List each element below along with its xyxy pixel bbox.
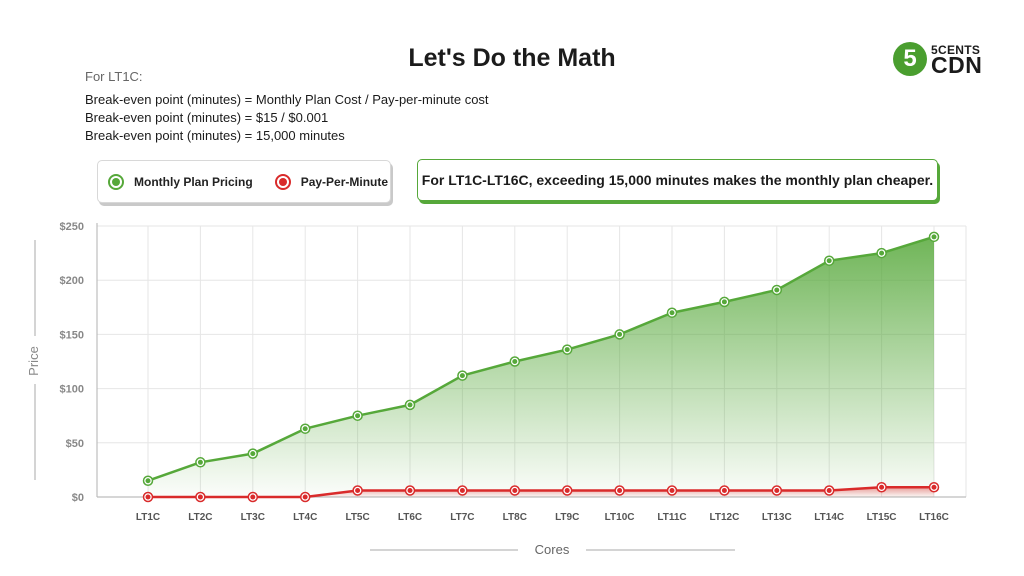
- calculation-line-3: Break-even point (minutes) = 15,000 minu…: [85, 128, 345, 143]
- data-point-ppm: [617, 487, 623, 493]
- x-tick-label: LT13C: [762, 512, 792, 523]
- data-point-ppm: [879, 484, 885, 490]
- calculation-block: For LT1C: Break-even point (minutes) = M…: [85, 69, 489, 146]
- data-point-monthly: [407, 402, 413, 408]
- logo-text-bottom: CDN: [931, 52, 983, 78]
- data-point-monthly: [250, 451, 256, 457]
- logo-badge: 5: [893, 42, 927, 76]
- y-axis-title: Price: [26, 346, 41, 376]
- y-tick-label: $100: [60, 384, 84, 396]
- data-point-ppm: [250, 494, 256, 500]
- data-point-ppm: [721, 487, 727, 493]
- x-tick-label: LT9C: [555, 512, 579, 523]
- series-line-ppm: [148, 485, 934, 499]
- data-point-ppm: [774, 487, 780, 493]
- data-point-ppm: [512, 487, 518, 493]
- data-point-ppm: [459, 487, 465, 493]
- series-area-ppm: [148, 487, 934, 497]
- x-axis-title: Cores: [535, 542, 570, 557]
- data-point-ppm: [145, 494, 151, 500]
- data-point-ppm: [669, 487, 675, 493]
- data-point-monthly: [355, 413, 361, 419]
- x-tick-label: LT5C: [345, 512, 369, 523]
- data-point-ppm: [407, 487, 413, 493]
- x-tick-label: LT10C: [605, 512, 635, 523]
- data-point-monthly: [931, 234, 937, 240]
- brand-logo: 5 5CENTS CDN: [893, 42, 993, 78]
- legend-label-monthly: Monthly Plan Pricing: [134, 174, 253, 189]
- data-point-ppm: [564, 487, 570, 493]
- x-tick-label: LT6C: [398, 512, 422, 523]
- data-point-monthly: [459, 373, 465, 379]
- legend-item-ppm: Pay-Per-Minute: [274, 173, 389, 190]
- page-title: Let's Do the Math: [408, 44, 616, 72]
- y-tick-label: $0: [72, 492, 84, 504]
- x-tick-label: LT2C: [188, 512, 212, 523]
- data-point-monthly: [512, 359, 518, 364]
- series-area-monthly: [148, 236, 934, 497]
- calculation-line-2: Break-even point (minutes) = $15 / $0.00…: [85, 110, 329, 125]
- x-tick-label: LT11C: [657, 512, 686, 523]
- legend-item-monthly: Monthly Plan Pricing: [108, 173, 253, 190]
- y-tick-label: $250: [60, 221, 84, 233]
- calculation-subtitle: For LT1C:: [85, 69, 143, 84]
- data-point-monthly: [879, 250, 885, 256]
- x-tick-label: LT8C: [503, 512, 527, 523]
- data-point-monthly: [197, 459, 203, 465]
- series-line-monthly: [147, 235, 935, 482]
- data-point-monthly: [617, 331, 623, 337]
- data-point-ppm: [826, 487, 832, 493]
- legend-marker-ppm-icon: [274, 173, 291, 190]
- calculation-line-1: Break-even point (minutes) = Monthly Pla…: [85, 92, 489, 107]
- chart-legend: Monthly Plan Pricing Pay-Per-Minute: [97, 160, 391, 203]
- x-tick-label: LT3C: [241, 512, 265, 523]
- data-point-monthly: [564, 347, 570, 353]
- x-tick-label: LT14C: [814, 512, 844, 523]
- data-point-ppm: [302, 494, 308, 500]
- data-point-monthly: [774, 287, 780, 293]
- data-point-monthly: [145, 478, 151, 484]
- x-tick-label: LT1C: [136, 512, 160, 523]
- callout-box: For LT1C-LT16C, exceeding 15,000 minutes…: [417, 159, 938, 201]
- x-tick-label: LT7C: [450, 512, 474, 523]
- y-tick-label: $200: [60, 275, 84, 287]
- data-point-ppm: [355, 487, 361, 493]
- data-point-ppm: [931, 484, 937, 490]
- x-tick-label: LT12C: [709, 512, 739, 523]
- legend-label-ppm: Pay-Per-Minute: [300, 174, 389, 189]
- x-tick-label: LT4C: [293, 512, 317, 523]
- logo-text-top: 5CENTS: [931, 43, 981, 57]
- legend-marker-monthly-icon: [108, 173, 124, 190]
- x-tick-label: LT15C: [867, 512, 897, 523]
- data-point-monthly: [721, 299, 727, 305]
- data-point-monthly: [302, 426, 308, 432]
- data-point-monthly: [669, 310, 675, 316]
- x-tick-label: LT16C: [919, 512, 949, 523]
- y-tick-label: $50: [66, 438, 84, 450]
- data-point-ppm: [197, 494, 203, 500]
- y-tick-label: $150: [60, 329, 84, 341]
- data-point-monthly: [826, 258, 832, 264]
